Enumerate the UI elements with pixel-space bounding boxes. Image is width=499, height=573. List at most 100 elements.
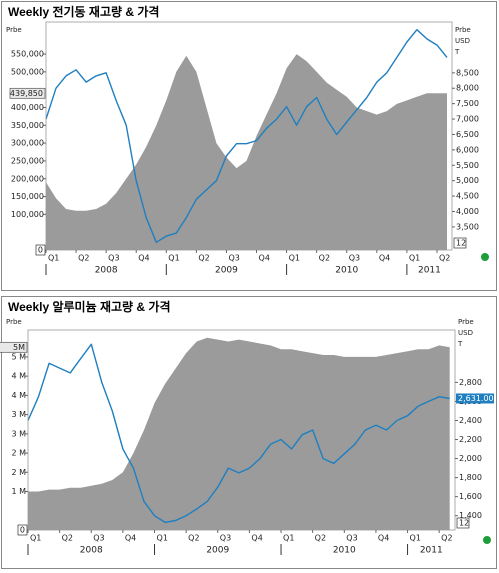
- x-tick-label: Q2: [315, 534, 326, 543]
- x-tick-label: Q4: [125, 534, 136, 543]
- x-tick-label: Q1: [168, 254, 179, 263]
- x-tick-label: Q1: [157, 534, 168, 543]
- x-tick-label: Q3: [93, 534, 104, 543]
- year-label: 2009: [215, 266, 238, 276]
- x-tick-label: Q4: [379, 254, 390, 263]
- y2-tick-label: 7,500: [456, 99, 479, 108]
- y-marker-box: [0, 341, 28, 353]
- y-tick-label: 5 M: [11, 352, 26, 361]
- x-tick-label: Q4: [259, 254, 270, 263]
- x-tick-label: Q4: [138, 254, 149, 263]
- y2-unit-label: T: [454, 48, 460, 56]
- y-tick-label: 2 M: [11, 468, 26, 477]
- x-tick-label: Q3: [228, 254, 239, 263]
- price-line: [27, 343, 450, 524]
- y2-tick-label: 2,800: [459, 378, 482, 387]
- corner-label: 12: [459, 519, 469, 528]
- y2-tick-label: 2,400: [459, 416, 482, 425]
- inventory-area: [46, 54, 447, 250]
- x-tick-label: Q1: [48, 254, 59, 263]
- x-tick-label: Q1: [289, 254, 300, 263]
- y-unit-label: Prbe: [6, 318, 22, 326]
- x-tick-label: Q2: [439, 254, 450, 263]
- x-tick-label: Q1: [410, 534, 421, 543]
- y2-tick-label: 2,200: [459, 435, 482, 444]
- y2-tick-label: 4,000: [456, 207, 479, 216]
- y-tick-label: 500,000: [11, 67, 44, 76]
- y2-tick-label: 2,000: [459, 454, 482, 463]
- y2-unit-label: Prbe: [458, 318, 474, 326]
- year-label: 2011: [418, 266, 441, 276]
- y-marker-label: 5M: [13, 343, 25, 352]
- chart-title: Weekly 전기동 재고량 & 가격: [8, 4, 159, 19]
- status-dot: [483, 536, 491, 544]
- x-tick-label: Q1: [30, 534, 41, 543]
- y-tick-label: 3 M: [11, 429, 26, 438]
- y-tick-label: 0: [20, 526, 25, 535]
- year-label: 2008: [80, 546, 103, 556]
- x-tick-label: Q2: [319, 254, 330, 263]
- x-tick-label: Q1: [283, 534, 294, 543]
- y-tick-label: 100,000: [11, 210, 44, 219]
- x-tick-label: Q4: [378, 534, 389, 543]
- x-tick-label: Q2: [198, 254, 209, 263]
- y-tick-label: 200,000: [11, 174, 44, 183]
- y2-unit-label: USD: [455, 37, 470, 45]
- plot-frame: [27, 329, 456, 531]
- chart-title: Weekly 알루미늄 재고량 & 가격: [8, 299, 171, 314]
- x-tick-label: Q4: [251, 534, 262, 543]
- y2-tick-label: 5,500: [456, 161, 479, 170]
- y2-unit-label: USD: [458, 329, 473, 337]
- x-tick-label: Q1: [409, 254, 420, 263]
- price-line: [45, 29, 448, 243]
- y2-tick-label: 8,500: [456, 68, 479, 77]
- y-tick-label: 250,000: [11, 156, 44, 165]
- corner-label: 12: [456, 239, 466, 248]
- y2-marker-label: 2,631.00: [458, 394, 494, 403]
- y2-unit-label: Prbe: [455, 26, 471, 34]
- y-tick-box: [17, 524, 28, 536]
- y-tick-label: 0: [38, 246, 43, 255]
- x-tick-label: Q3: [220, 534, 231, 543]
- inventory-area: [28, 337, 450, 530]
- y2-tick-label: 5,000: [456, 176, 479, 185]
- year-label: 2008: [95, 266, 118, 276]
- y2-tick-label: 1,600: [459, 492, 482, 501]
- status-dot: [481, 253, 489, 261]
- corner-box: [456, 517, 470, 529]
- y2-tick-label: 8,000: [456, 84, 479, 93]
- y2-marker-box: [456, 393, 494, 404]
- y2-tick-label: 4,500: [456, 192, 479, 201]
- y2-tick-label: 6,500: [456, 130, 479, 139]
- year-label: 2009: [206, 546, 229, 556]
- y2-tick-label: 7,000: [456, 115, 479, 124]
- y-tick-label: 2 M: [11, 449, 26, 458]
- x-tick-label: Q2: [62, 534, 73, 543]
- y2-tick-label: 3,500: [456, 222, 479, 231]
- y-marker-box: [9, 87, 46, 99]
- y2-unit-label: T: [457, 340, 463, 348]
- y-tick-label: 150,000: [11, 192, 44, 201]
- year-label: 2010: [333, 546, 356, 556]
- year-label: 2010: [335, 266, 358, 276]
- year-label: 2011: [420, 546, 443, 556]
- y-tick-label: 550,000: [11, 50, 44, 59]
- x-tick-label: Q3: [346, 534, 357, 543]
- x-tick-label: Q3: [349, 254, 360, 263]
- y2-tick-label: 1,800: [459, 473, 482, 482]
- y-tick-label: 300,000: [11, 139, 44, 148]
- corner-box: [453, 237, 467, 249]
- y-unit-label: Prbe: [6, 26, 22, 34]
- y-tick-label: 4 M: [11, 391, 26, 400]
- plot-frame: [45, 21, 453, 251]
- y-tick-box: [35, 244, 46, 256]
- x-tick-label: Q2: [78, 254, 89, 263]
- y-tick-label: 400,000: [11, 103, 44, 112]
- y-tick-label: 3 M: [11, 410, 26, 419]
- x-tick-label: Q2: [441, 534, 452, 543]
- y-tick-label: 4 M: [11, 372, 26, 381]
- y-tick-label: 1 M: [11, 487, 26, 496]
- y-marker-label: 439,850: [10, 89, 43, 98]
- y2-tick-label: 1,400: [459, 511, 482, 520]
